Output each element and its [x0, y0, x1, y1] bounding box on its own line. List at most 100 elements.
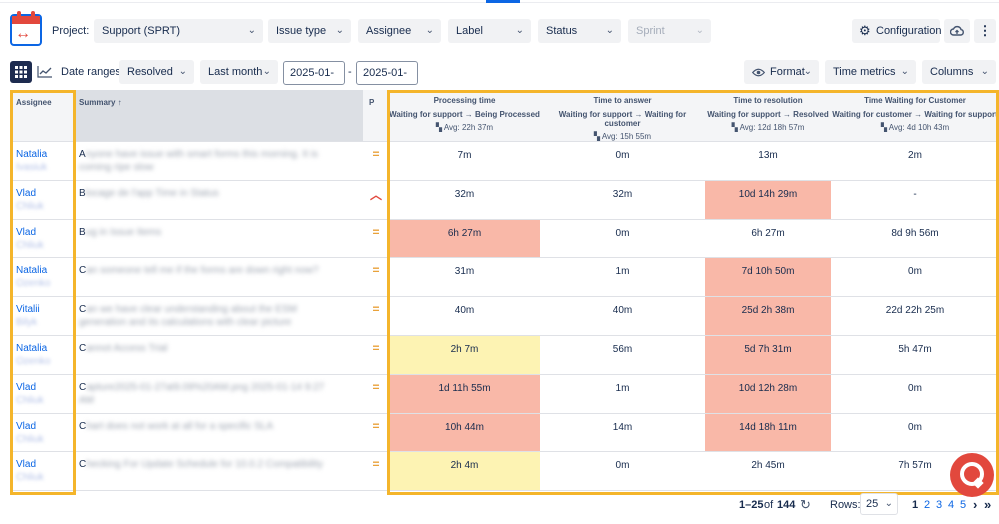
summary-cell[interactable]: Blocage de l'app Time in Status: [73, 180, 363, 220]
period-select[interactable]: Last month ⌄: [200, 60, 278, 84]
time-metrics-button[interactable]: Time metrics ⌄: [825, 60, 916, 84]
assignee-cell[interactable]: Natalia Ozenko: [10, 335, 73, 375]
last-page-button[interactable]: »: [984, 497, 992, 512]
priority-cell: =: [363, 374, 389, 414]
chart-view-icon: [37, 66, 52, 78]
summary-first-letter: C: [79, 420, 87, 432]
assignee-last-name[interactable]: Bilyk: [16, 317, 38, 329]
table-row[interactable]: Vlad Chliuk Capture2025-01-27at9.09%20AM…: [10, 374, 999, 414]
assignee-filter[interactable]: Assignee ⌄: [358, 19, 441, 43]
assignee-first-name[interactable]: Natalia: [16, 342, 48, 354]
assignee-last-name[interactable]: Chliuk: [16, 239, 44, 251]
chevron-down-icon: ⌄: [884, 498, 893, 509]
table-row[interactable]: Natalia Ozenko Can someone tell me if th…: [10, 257, 999, 298]
table-row[interactable]: Vitalii Bilyk Can we have clear understa…: [10, 296, 999, 336]
metric-average: ▚ Avg: 15h 55m: [540, 132, 705, 141]
assignee-first-name[interactable]: Vlad: [16, 381, 37, 393]
table-row[interactable]: Vlad Chliuk Checking For Update Schedule…: [10, 451, 999, 492]
chevron-down-icon: ⌄: [262, 66, 271, 77]
summary-column-header[interactable]: Summary ↑: [73, 90, 363, 142]
table-row[interactable]: Vlad Chliuk Blocage de l'app Time in Sta…: [10, 180, 999, 220]
assignee-first-name[interactable]: Vlad: [16, 187, 37, 199]
summary-text: hart does not work at all for a specific…: [86, 420, 273, 432]
top-progress-line: [0, 0, 999, 3]
summary-cell[interactable]: Can someone tell me if the forms are dow…: [73, 257, 363, 298]
next-page-button[interactable]: ›: [973, 497, 978, 512]
summary-cell[interactable]: Anyone have issue with smart forms this …: [73, 141, 363, 181]
assignee-last-name[interactable]: Ozenko: [16, 355, 51, 367]
page-5[interactable]: 5: [960, 499, 967, 511]
date-from-input[interactable]: 2025-01-01: [283, 61, 345, 101]
help-chat-icon[interactable]: [950, 453, 994, 497]
configuration-button[interactable]: ⚙ Configuration: [852, 19, 941, 43]
assignee-last-name[interactable]: Chliuk: [16, 394, 44, 406]
page-4[interactable]: 4: [948, 499, 955, 511]
assignee-last-name[interactable]: Ivasiuk: [16, 162, 48, 173]
assignee-first-name[interactable]: Vlad: [16, 226, 37, 238]
more-button[interactable]: ⋮: [974, 19, 996, 43]
assignee-cell[interactable]: Vlad Chliuk: [10, 451, 73, 492]
assignee-cell[interactable]: Vlad Chliuk: [10, 180, 73, 220]
summary-first-letter: C: [79, 304, 87, 316]
page-2[interactable]: 2: [924, 499, 931, 511]
priority-column-header[interactable]: P: [363, 90, 389, 142]
assignee-last-name[interactable]: Chliuk: [16, 433, 44, 445]
date-to-input[interactable]: 2025-01-31: [356, 61, 418, 101]
assignee-last-name[interactable]: Ozenko: [16, 278, 51, 290]
page-1[interactable]: 1: [912, 499, 919, 511]
table-row[interactable]: Vlad Chliuk Chart does not work at all f…: [10, 413, 999, 453]
gear-icon: ⚙: [859, 23, 871, 38]
page-3[interactable]: 3: [936, 499, 943, 511]
date-field-select[interactable]: Resolved ⌄: [119, 60, 194, 84]
assignee-first-name[interactable]: Vitalii: [16, 304, 40, 316]
metric-title: Time to answer: [593, 96, 652, 105]
status-filter[interactable]: Status ⌄: [538, 19, 621, 43]
table-row[interactable]: Natalia Ivasiuk Anyone have issue with s…: [10, 141, 999, 181]
issue-type-filter[interactable]: Issue type ⌄: [268, 19, 351, 43]
assignee-first-name[interactable]: Natalia: [16, 149, 48, 160]
table-row[interactable]: Vlad Chliuk Bug in Issue Items = 6h 27m 0m…: [10, 219, 999, 259]
rows-per-page-select[interactable]: 25 ⌄: [860, 493, 898, 515]
refresh-icon[interactable]: ↻: [800, 497, 811, 512]
cloud-upload-button[interactable]: [944, 19, 970, 43]
table-row[interactable]: Natalia Ozenko Cannot Access Trial = 2h 7…: [10, 335, 999, 375]
issue-type-filter-label: Issue type: [276, 25, 327, 37]
assignee-first-name[interactable]: Vlad: [16, 459, 37, 471]
summary-cell[interactable]: Chart does not work at all for a specifi…: [73, 413, 363, 453]
summary-cell[interactable]: Capture2025-01-27at9.09%20AM.png 2025-01…: [73, 374, 363, 414]
format-button[interactable]: Format ⌄: [744, 60, 819, 84]
assignee-cell[interactable]: Natalia Ozenko: [10, 257, 73, 298]
assignee-cell[interactable]: Vitalii Bilyk: [10, 296, 73, 336]
grid-view-icon: [15, 66, 27, 78]
assignee-column-header[interactable]: Assignee: [10, 90, 73, 142]
columns-button[interactable]: Columns ⌄: [922, 60, 996, 84]
summary-cell[interactable]: Bug in Issue Items: [73, 219, 363, 259]
assignee-cell[interactable]: Vlad Chliuk: [10, 374, 73, 414]
metric-column-header[interactable]: Processing time Waiting for support → Be…: [389, 90, 540, 142]
summary-first-letter: B: [79, 187, 86, 199]
metric-cell: 0m: [831, 413, 999, 453]
assignee-first-name[interactable]: Vlad: [16, 420, 37, 432]
metric-column-header[interactable]: Time to answer Waiting for support → Wai…: [540, 90, 705, 142]
summary-cell[interactable]: Checking For Update Schedule for 10.0.2 …: [73, 451, 363, 492]
assignee-cell[interactable]: Vlad Chliuk: [10, 219, 73, 259]
assignee-cell[interactable]: Vlad Chliuk: [10, 413, 73, 453]
metric-cell: 1m: [540, 257, 705, 298]
assignee-last-name[interactable]: Chliuk: [16, 472, 44, 484]
chevron-down-icon: ⌄: [900, 66, 909, 77]
project-select-value: Support (SPRT): [102, 25, 181, 37]
assignee-cell[interactable]: Natalia Ivasiuk: [10, 141, 73, 181]
grid-view-button[interactable]: [10, 61, 32, 83]
summary-cell[interactable]: Cannot Access Trial: [73, 335, 363, 375]
summary-column-title: Summary ↑: [79, 98, 122, 107]
summary-cell[interactable]: Can we have clear understanding about th…: [73, 296, 363, 336]
chart-view-button[interactable]: [34, 61, 56, 83]
metric-column-header[interactable]: Time to resolution Waiting for support →…: [705, 90, 831, 142]
assignee-last-name[interactable]: Chliuk: [16, 200, 44, 212]
project-select[interactable]: Support (SPRT) ⌄: [94, 19, 263, 43]
label-filter[interactable]: Label ⌄: [448, 19, 531, 43]
assignee-first-name[interactable]: Natalia: [16, 265, 48, 277]
metric-column-header[interactable]: Time Waiting for Customer Waiting for cu…: [831, 90, 999, 142]
summary-first-letter: A: [79, 149, 86, 160]
calendar-arrows-icon: ↔: [10, 11, 42, 46]
